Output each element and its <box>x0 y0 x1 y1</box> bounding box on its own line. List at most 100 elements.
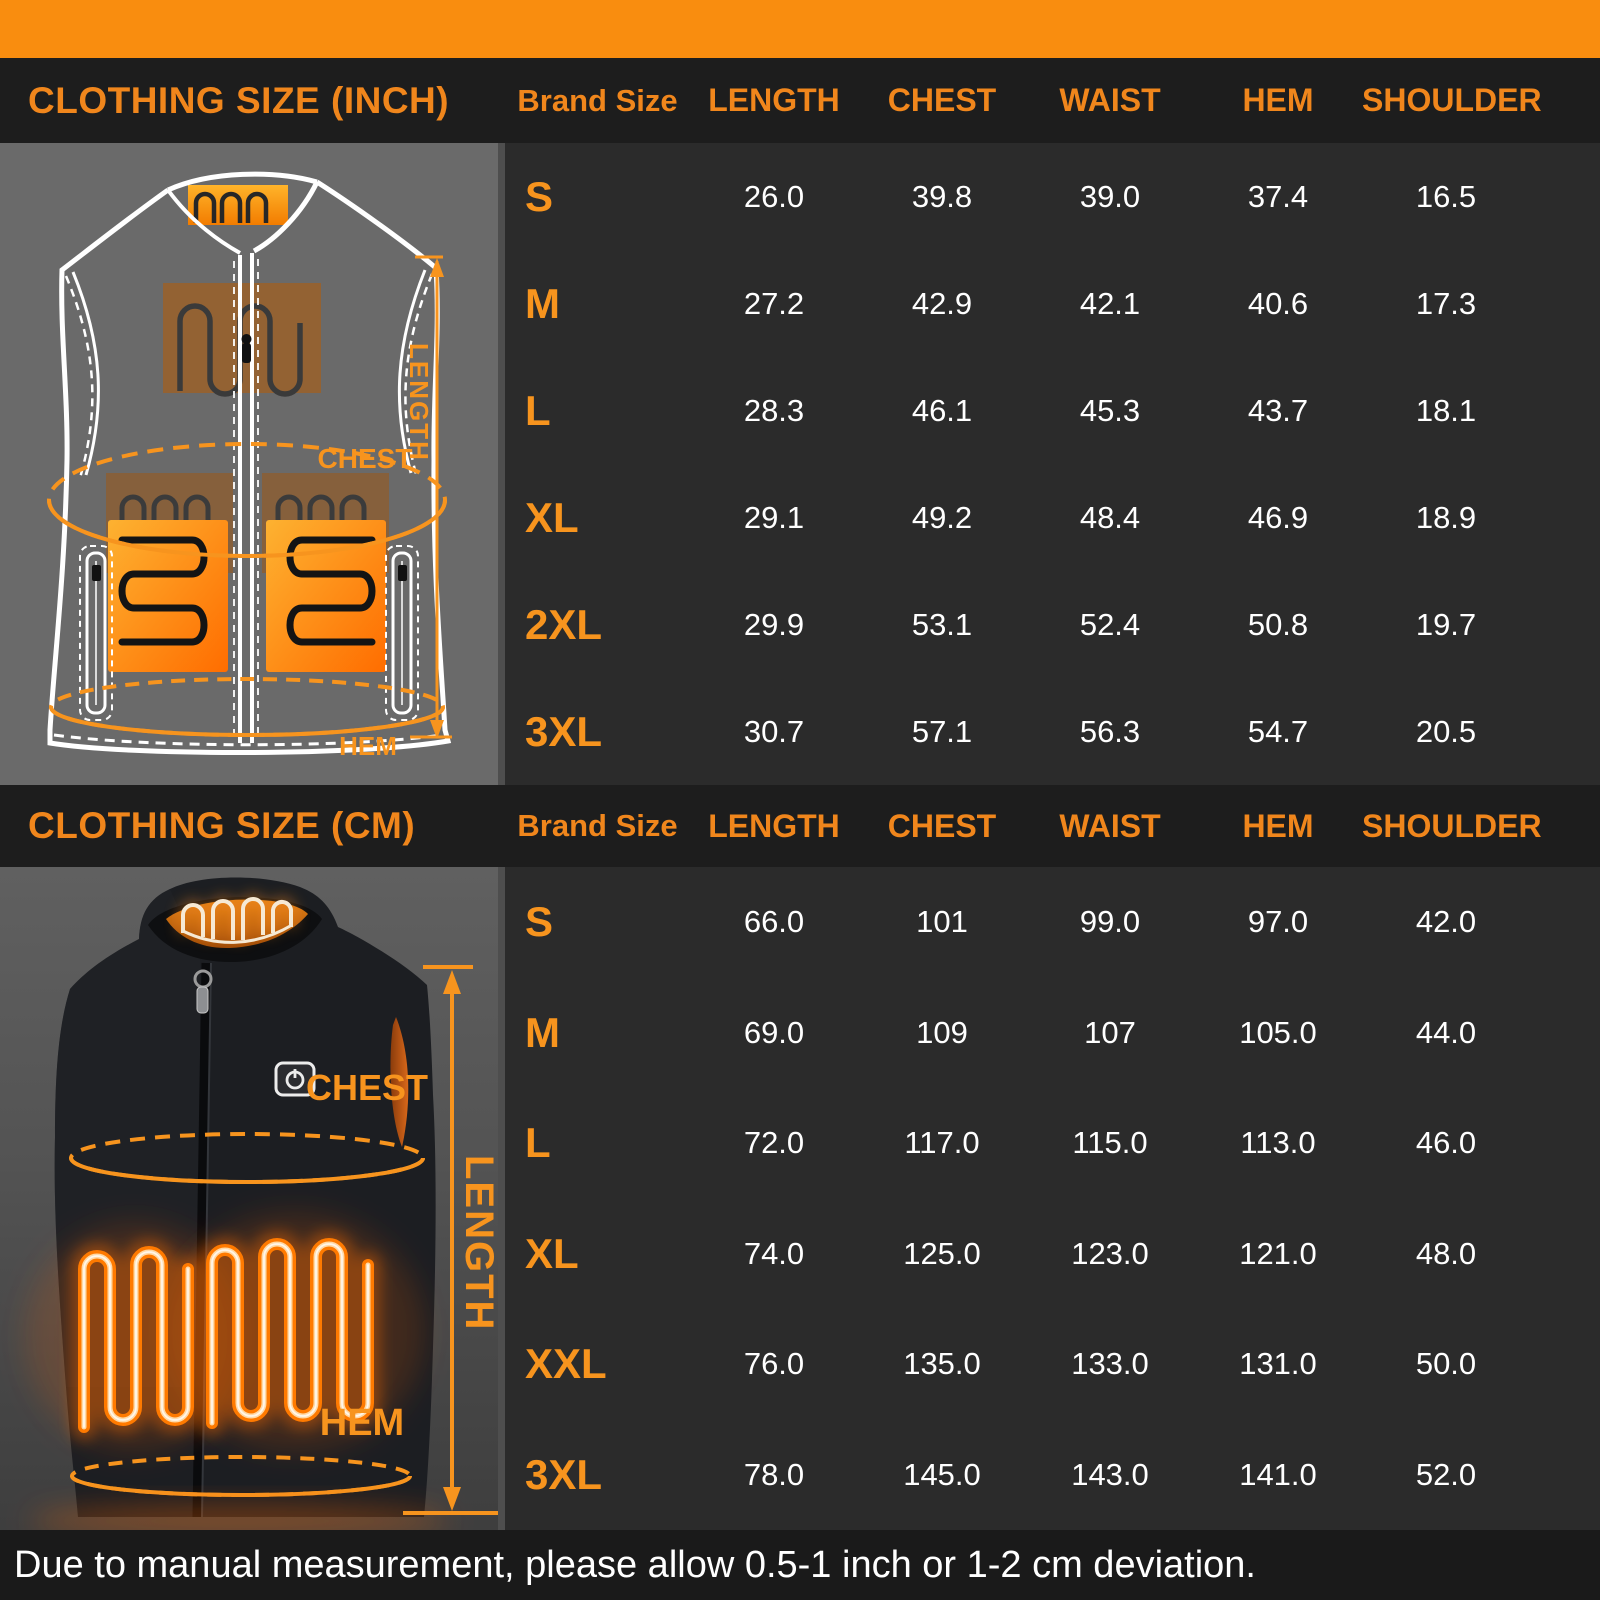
table-row-xl: XL 29.1 49.2 48.4 46.9 18.9 <box>505 464 1600 571</box>
column-header-hem: HEM <box>1242 807 1314 844</box>
measurement-value: 40.6 <box>1247 285 1309 321</box>
column-headers-cm: Brand Size LENGTH CHEST WAIST HEM SHOULDER <box>505 808 1600 845</box>
hem-glow <box>30 1505 450 1530</box>
hem-label: HEM <box>320 1402 404 1444</box>
measurement-value: 133.0 <box>1071 1346 1149 1382</box>
torso-heating-coils <box>25 1212 425 1452</box>
measurement-value: 97.0 <box>1247 904 1309 940</box>
footer: Due to manual measurement, please allow … <box>0 1530 1600 1600</box>
measurement-value: 56.3 <box>1079 713 1141 749</box>
size-label: L <box>525 1119 551 1167</box>
measurement-value: 141.0 <box>1239 1456 1317 1492</box>
measurement-value: 74.0 <box>743 1235 805 1271</box>
measurement-value: 42.0 <box>1415 904 1477 940</box>
measurement-value: 113.0 <box>1240 1125 1316 1161</box>
size-label: M <box>525 1008 560 1056</box>
measurement-value: 145.0 <box>903 1456 981 1492</box>
measurement-value: 121.0 <box>1239 1235 1317 1271</box>
pocket-zip-slider-left <box>92 565 101 581</box>
measurement-value: 52.4 <box>1079 606 1141 642</box>
column-header-chest: CHEST <box>887 807 997 844</box>
size-label: XL <box>525 493 579 541</box>
measurement-deviation-note: Due to manual measurement, please allow … <box>14 1543 1256 1586</box>
table-row-l: L 72.0 117.0 115.0 113.0 46.0 <box>505 1088 1600 1199</box>
hem-measure-arc <box>49 706 445 737</box>
hem-measure-arc <box>70 1475 412 1497</box>
column-header-hem: HEM <box>1242 82 1314 118</box>
measurement-value: 42.9 <box>911 285 973 321</box>
measurement-value: 49.2 <box>911 499 973 535</box>
measurement-value: 39.0 <box>1079 178 1141 214</box>
measurement-value: 105.0 <box>1239 1014 1317 1050</box>
table-row-xl: XL 74.0 125.0 123.0 121.0 48.0 <box>505 1199 1600 1310</box>
measurement-value: 107 <box>1084 1014 1136 1050</box>
size-label: 2XL <box>525 600 603 648</box>
column-header-waist: WAIST <box>1059 807 1161 844</box>
chest-label: CHEST <box>306 1067 428 1108</box>
front-zipper <box>192 962 211 1518</box>
measurement-value: 29.1 <box>743 499 805 535</box>
measurement-value: 78.0 <box>743 1456 805 1492</box>
chest-label: CHEST <box>318 443 413 474</box>
measurement-value: 109 <box>916 1014 968 1050</box>
chest-measure-arc <box>69 1157 425 1184</box>
vest-photo-illustration: CHEST <box>25 877 498 1530</box>
measurement-value: 30.7 <box>743 713 805 749</box>
column-header-shoulder: SHOULDER <box>1362 82 1542 118</box>
measurement-value: 26.0 <box>743 178 805 214</box>
measurement-value: 50.8 <box>1247 606 1309 642</box>
column-header-chest: CHEST <box>887 82 997 118</box>
size-label: 3XL <box>525 1450 603 1498</box>
measurement-value: 115.0 <box>1072 1125 1148 1161</box>
measurement-value: 19.7 <box>1415 606 1477 642</box>
size-label: S <box>525 172 554 220</box>
table-row-l: L 28.3 46.1 45.3 43.7 18.1 <box>505 357 1600 464</box>
measurement-value: 54.7 <box>1247 713 1309 749</box>
size-label: M <box>525 279 560 327</box>
measurement-value: 17.3 <box>1415 285 1477 321</box>
measurement-value: 135.0 <box>903 1346 981 1382</box>
measurement-value: 123.0 <box>1071 1235 1149 1271</box>
zipper-slider <box>242 343 251 363</box>
measurement-value: 28.3 <box>743 392 805 428</box>
column-headers-inch: Brand Size LENGTH CHEST WAIST HEM SHOULDER <box>505 82 1600 119</box>
measurement-value: 48.4 <box>1079 499 1141 535</box>
column-header-brand-size: Brand Size <box>517 82 678 118</box>
measurement-value: 53.1 <box>911 606 973 642</box>
measurement-value: 143.0 <box>1071 1456 1149 1492</box>
measurement-value: 46.1 <box>911 392 973 428</box>
vest-photo-panel: CHEST <box>0 867 498 1530</box>
size-label: S <box>525 898 554 946</box>
measurement-value: 101 <box>916 904 968 940</box>
table-row-2xl: 2XL 29.9 53.1 52.4 50.8 19.7 <box>505 571 1600 678</box>
chest-measure-arc <box>47 499 447 558</box>
measurement-value: 72.0 <box>743 1125 805 1161</box>
table-row-3xl: 3XL 78.0 145.0 143.0 141.0 52.0 <box>505 1420 1600 1531</box>
measurement-value: 57.1 <box>911 713 973 749</box>
measurement-value: 45.3 <box>1079 392 1141 428</box>
length-label: LENGTH <box>457 1155 498 1331</box>
size-label: XL <box>525 1229 579 1277</box>
section-title-inch: CLOTHING SIZE (INCH) <box>28 79 450 121</box>
measurement-value: 42.1 <box>1079 285 1141 321</box>
top-accent-bar <box>0 0 1600 58</box>
column-header-brand-size: Brand Size <box>517 808 678 843</box>
measurement-value: 52.0 <box>1415 1456 1477 1492</box>
measurement-value: 131.0 <box>1239 1346 1317 1382</box>
column-header-length: LENGTH <box>708 82 840 118</box>
measurement-value: 29.9 <box>743 606 805 642</box>
panel-table-divider <box>498 867 505 1530</box>
collar-coil <box>193 191 269 223</box>
measurement-value: 46.0 <box>1415 1125 1477 1161</box>
measurement-value: 99.0 <box>1079 904 1141 940</box>
size-label: XXL <box>525 1340 607 1388</box>
panel-table-divider <box>498 143 505 785</box>
collar-heating-coil <box>178 894 296 944</box>
length-arrow <box>403 965 498 1515</box>
column-header-waist: WAIST <box>1059 82 1161 118</box>
zipper-pull <box>241 334 252 344</box>
section-title-cm: CLOTHING SIZE (CM) <box>28 805 416 846</box>
measurement-value: 69.0 <box>743 1014 805 1050</box>
hem-label: HEM <box>339 731 397 761</box>
